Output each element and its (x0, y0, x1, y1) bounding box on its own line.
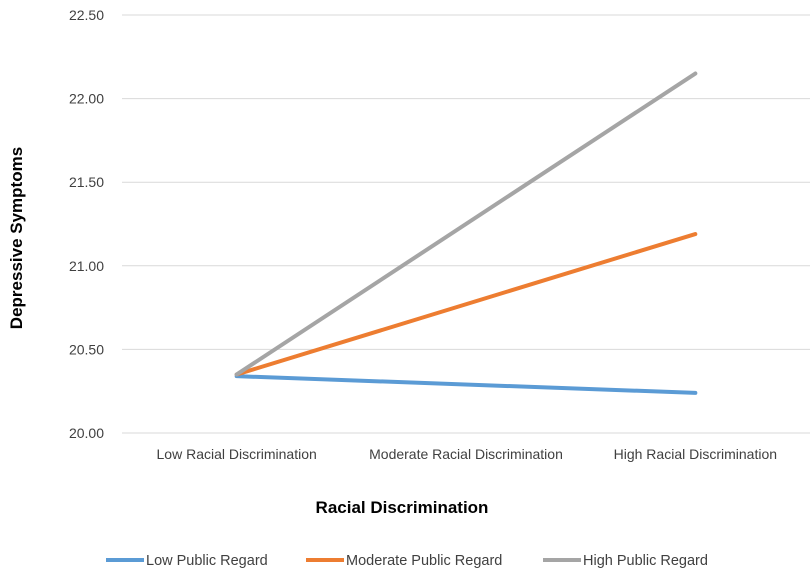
y-tick-label: 22.00 (69, 91, 104, 107)
series-line (234, 374, 698, 395)
legend-label: Moderate Public Regard (346, 553, 502, 569)
y-axis-title: Depressive Symptoms (7, 147, 26, 329)
y-tick-label: 21.50 (69, 174, 104, 190)
x-tick-label: Low Racial Discrimination (157, 446, 317, 462)
x-axis-title: Racial Discrimination (316, 498, 489, 517)
y-tick-label: 21.00 (69, 258, 104, 274)
series-lines (234, 71, 698, 395)
y-axis-ticks: 20.00 20.50 21.00 21.50 22.00 22.50 (69, 7, 104, 441)
y-tick-label: 20.00 (69, 425, 104, 441)
series-line (234, 71, 698, 377)
x-tick-label: Moderate Racial Discrimination (369, 446, 563, 462)
y-tick-label: 20.50 (69, 341, 104, 357)
x-tick-label: High Racial Discrimination (614, 446, 777, 462)
series-line (234, 232, 698, 377)
legend-label: Low Public Regard (146, 553, 268, 569)
legend-label: High Public Regard (583, 553, 708, 569)
x-axis-ticks: Low Racial Discrimination Moderate Racial… (157, 446, 778, 462)
gridlines (122, 14, 810, 350)
legend: Low Public Regard Moderate Public Regard H… (106, 553, 708, 569)
y-tick-label: 22.50 (69, 7, 104, 23)
